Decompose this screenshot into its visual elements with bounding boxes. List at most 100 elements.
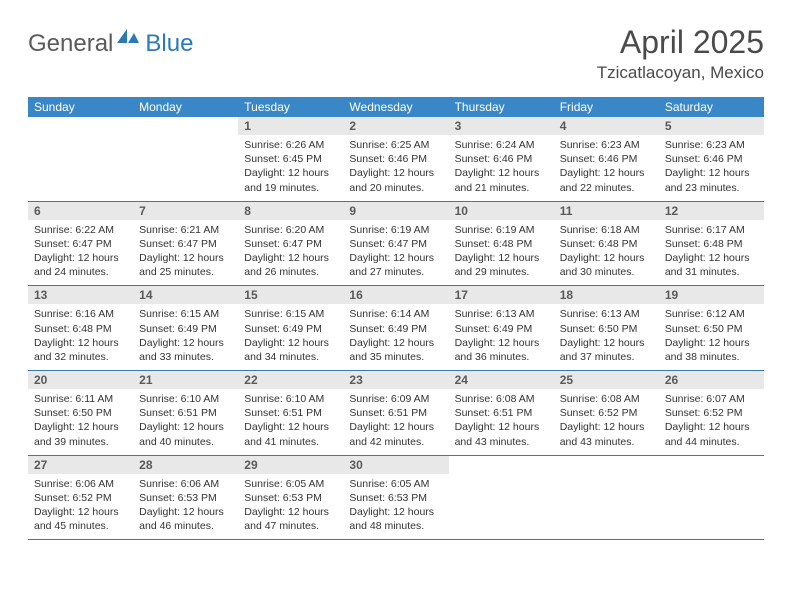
day-content <box>449 474 554 534</box>
sunset-text: Sunset: 6:50 PM <box>560 322 653 336</box>
sunrise-text: Sunrise: 6:18 AM <box>560 223 653 237</box>
sunrise-text: Sunrise: 6:05 AM <box>349 477 442 491</box>
sunset-text: Sunset: 6:49 PM <box>455 322 548 336</box>
sunrise-text: Sunrise: 6:13 AM <box>560 307 653 321</box>
day-content: Sunrise: 6:06 AMSunset: 6:53 PMDaylight:… <box>133 474 238 540</box>
daylight-text: Daylight: 12 hours and 35 minutes. <box>349 336 442 364</box>
sunset-text: Sunset: 6:46 PM <box>665 152 758 166</box>
day-cell: 17Sunrise: 6:13 AMSunset: 6:49 PMDayligh… <box>449 286 554 371</box>
day-header-fri: Friday <box>554 97 659 117</box>
daylight-text: Daylight: 12 hours and 24 minutes. <box>34 251 127 279</box>
day-number: 1 <box>238 117 343 135</box>
day-number: 18 <box>554 286 659 304</box>
day-number: 11 <box>554 202 659 220</box>
daylight-text: Daylight: 12 hours and 21 minutes. <box>455 166 548 194</box>
day-number: 2 <box>343 117 448 135</box>
week-row: 20Sunrise: 6:11 AMSunset: 6:50 PMDayligh… <box>28 371 764 456</box>
day-header-mon: Monday <box>133 97 238 117</box>
day-content: Sunrise: 6:05 AMSunset: 6:53 PMDaylight:… <box>343 474 448 540</box>
day-number: 26 <box>659 371 764 389</box>
page-header: General Blue April 2025 Tzicatlacoyan, M… <box>28 24 764 83</box>
day-cell <box>133 117 238 201</box>
daylight-text: Daylight: 12 hours and 43 minutes. <box>455 420 548 448</box>
day-cell: 1Sunrise: 6:26 AMSunset: 6:45 PMDaylight… <box>238 117 343 201</box>
sunset-text: Sunset: 6:46 PM <box>560 152 653 166</box>
day-number <box>449 456 554 474</box>
day-content: Sunrise: 6:08 AMSunset: 6:51 PMDaylight:… <box>449 389 554 455</box>
sunrise-text: Sunrise: 6:15 AM <box>244 307 337 321</box>
daylight-text: Daylight: 12 hours and 29 minutes. <box>455 251 548 279</box>
sunset-text: Sunset: 6:52 PM <box>560 406 653 420</box>
day-content: Sunrise: 6:26 AMSunset: 6:45 PMDaylight:… <box>238 135 343 201</box>
daylight-text: Daylight: 12 hours and 36 minutes. <box>455 336 548 364</box>
day-number: 25 <box>554 371 659 389</box>
day-cell: 9Sunrise: 6:19 AMSunset: 6:47 PMDaylight… <box>343 201 448 286</box>
sunset-text: Sunset: 6:52 PM <box>665 406 758 420</box>
day-cell: 16Sunrise: 6:14 AMSunset: 6:49 PMDayligh… <box>343 286 448 371</box>
sunrise-text: Sunrise: 6:08 AM <box>455 392 548 406</box>
day-cell <box>449 455 554 540</box>
day-cell: 26 Sunrise: 6:07 AMSunset: 6:52 PMDayligh… <box>659 371 764 456</box>
title-block: April 2025 Tzicatlacoyan, Mexico <box>597 24 764 83</box>
day-number: 12 <box>659 202 764 220</box>
day-number <box>659 456 764 474</box>
day-content: Sunrise: 6:10 AMSunset: 6:51 PMDaylight:… <box>133 389 238 455</box>
day-cell: 10Sunrise: 6:19 AMSunset: 6:48 PMDayligh… <box>449 201 554 286</box>
sunset-text: Sunset: 6:48 PM <box>34 322 127 336</box>
sunrise-text: Sunrise: 6:08 AM <box>560 392 653 406</box>
sunrise-text: Sunrise: 6:24 AM <box>455 138 548 152</box>
day-cell: 5Sunrise: 6:23 AMSunset: 6:46 PMDaylight… <box>659 117 764 201</box>
day-content: Sunrise: 6:05 AMSunset: 6:53 PMDaylight:… <box>238 474 343 540</box>
daylight-text: Daylight: 12 hours and 44 minutes. <box>665 420 758 448</box>
day-content: Sunrise: 6:18 AMSunset: 6:48 PMDaylight:… <box>554 220 659 286</box>
sunrise-text: Sunrise: 6:15 AM <box>139 307 232 321</box>
sunrise-text: Sunrise: 6:25 AM <box>349 138 442 152</box>
sunset-text: Sunset: 6:49 PM <box>349 322 442 336</box>
day-number: 23 <box>343 371 448 389</box>
day-content: Sunrise: 6:17 AMSunset: 6:48 PMDaylight:… <box>659 220 764 286</box>
daylight-text: Daylight: 12 hours and 42 minutes. <box>349 420 442 448</box>
day-cell: 13Sunrise: 6:16 AMSunset: 6:48 PMDayligh… <box>28 286 133 371</box>
day-content: Sunrise: 6:11 AMSunset: 6:50 PMDaylight:… <box>28 389 133 455</box>
day-number: 24 <box>449 371 554 389</box>
day-content <box>28 135 133 195</box>
day-cell: 23Sunrise: 6:09 AMSunset: 6:51 PMDayligh… <box>343 371 448 456</box>
sunrise-text: Sunrise: 6:06 AM <box>34 477 127 491</box>
sunset-text: Sunset: 6:46 PM <box>349 152 442 166</box>
day-number: 10 <box>449 202 554 220</box>
sunset-text: Sunset: 6:51 PM <box>349 406 442 420</box>
day-number: 3 <box>449 117 554 135</box>
sunrise-text: Sunrise: 6:19 AM <box>455 223 548 237</box>
sunrise-text: Sunrise: 6:06 AM <box>139 477 232 491</box>
sunset-text: Sunset: 6:47 PM <box>34 237 127 251</box>
sunrise-text: Sunrise: 6:23 AM <box>560 138 653 152</box>
daylight-text: Daylight: 12 hours and 46 minutes. <box>139 505 232 533</box>
day-cell <box>659 455 764 540</box>
day-cell: 2Sunrise: 6:25 AMSunset: 6:46 PMDaylight… <box>343 117 448 201</box>
month-title: April 2025 <box>597 24 764 61</box>
sunrise-text: Sunrise: 6:05 AM <box>244 477 337 491</box>
day-cell <box>28 117 133 201</box>
daylight-text: Daylight: 12 hours and 32 minutes. <box>34 336 127 364</box>
day-header-sun: Sunday <box>28 97 133 117</box>
day-number: 17 <box>449 286 554 304</box>
day-content <box>659 474 764 534</box>
sunset-text: Sunset: 6:51 PM <box>139 406 232 420</box>
day-number: 13 <box>28 286 133 304</box>
day-number: 4 <box>554 117 659 135</box>
day-content: Sunrise: 6:15 AMSunset: 6:49 PMDaylight:… <box>238 304 343 370</box>
sunrise-text: Sunrise: 6:26 AM <box>244 138 337 152</box>
day-cell: 15Sunrise: 6:15 AMSunset: 6:49 PMDayligh… <box>238 286 343 371</box>
day-content: Sunrise: 6:15 AMSunset: 6:49 PMDaylight:… <box>133 304 238 370</box>
sunset-text: Sunset: 6:47 PM <box>349 237 442 251</box>
day-number: 19 <box>659 286 764 304</box>
day-content: Sunrise: 6:23 AMSunset: 6:46 PMDaylight:… <box>554 135 659 201</box>
sunset-text: Sunset: 6:50 PM <box>665 322 758 336</box>
day-cell: 20Sunrise: 6:11 AMSunset: 6:50 PMDayligh… <box>28 371 133 456</box>
day-content: Sunrise: 6:10 AMSunset: 6:51 PMDaylight:… <box>238 389 343 455</box>
day-content: Sunrise: 6:21 AMSunset: 6:47 PMDaylight:… <box>133 220 238 286</box>
day-cell: 22Sunrise: 6:10 AMSunset: 6:51 PMDayligh… <box>238 371 343 456</box>
sunset-text: Sunset: 6:53 PM <box>244 491 337 505</box>
sunrise-text: Sunrise: 6:07 AM <box>665 392 758 406</box>
day-cell: 18Sunrise: 6:13 AMSunset: 6:50 PMDayligh… <box>554 286 659 371</box>
